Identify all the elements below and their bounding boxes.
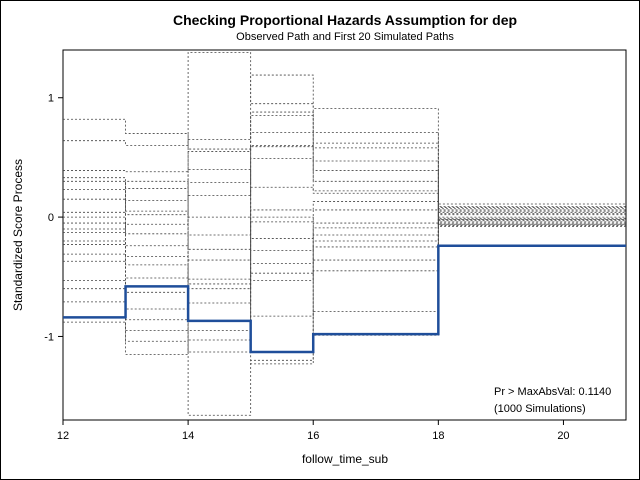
x-axis-ticks: 12 14 16 18 20 [57, 420, 570, 442]
x-tick-label: 20 [557, 430, 569, 442]
y-axis-label: Standardized Score Process [11, 159, 25, 311]
simulated-path-16 [63, 216, 626, 353]
simulated-path-3 [63, 51, 626, 212]
simulated-path-9 [63, 201, 626, 261]
simulated-path-13 [63, 217, 626, 304]
x-tick-label: 16 [307, 430, 319, 442]
chart-subtitle: Observed Path and First 20 Simulated Pat… [236, 31, 454, 43]
simulated-path-1 [63, 111, 626, 208]
y-axis-ticks: -1 0 1 [44, 93, 63, 343]
x-axis-label: follow_time_sub [302, 452, 388, 466]
simulated-paths-group [63, 51, 626, 416]
p-value-annotation: Pr > MaxAbsVal: 0.1140 [494, 386, 611, 398]
simulated-path-19 [63, 180, 626, 336]
y-tick-label: 1 [48, 93, 54, 105]
simulated-path-6 [63, 146, 626, 223]
x-tick-label: 14 [182, 430, 194, 442]
chart-title: Checking Proportional Hazards Assumption… [173, 12, 517, 28]
simulated-path-2 [63, 74, 626, 205]
simulated-path-12 [63, 213, 626, 290]
plot-area [62, 49, 627, 421]
simulated-path-10 [63, 205, 626, 280]
observed-path-group [63, 244, 626, 354]
simulated-path-4 [63, 115, 626, 216]
y-tick-label: -1 [44, 331, 54, 343]
simulations-annotation: (1000 Simulations) [494, 403, 586, 415]
x-tick-label: 18 [432, 430, 444, 442]
y-tick-label: 0 [48, 212, 54, 224]
x-tick-label: 12 [57, 430, 69, 442]
observed-path [63, 244, 626, 354]
simulated-path-20 [63, 145, 626, 236]
